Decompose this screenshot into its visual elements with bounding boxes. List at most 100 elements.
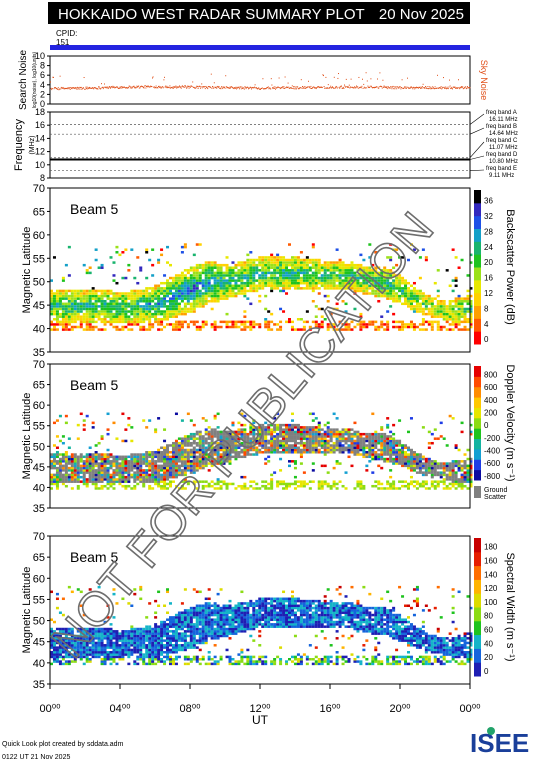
noise-point: [468, 87, 470, 89]
power-cell: [279, 274, 283, 277]
velocity-cell: [469, 469, 473, 472]
velocity-cell: [133, 471, 137, 474]
noise-point: [183, 86, 185, 88]
power-cell: [180, 292, 184, 295]
velocity-cell: [171, 453, 175, 456]
power-cell: [261, 279, 265, 282]
power-cell: [267, 261, 271, 264]
velocity-cell: [335, 441, 339, 445]
noise-point: [144, 85, 146, 87]
power-cell: [353, 276, 357, 280]
velocity-cell: [204, 457, 208, 461]
power-cell: [91, 325, 95, 329]
velocity-cell: [341, 439, 345, 443]
velocity-cell: [186, 460, 190, 463]
power-cell: [192, 294, 196, 298]
power-cell: [189, 320, 193, 324]
power-cell: [255, 258, 259, 262]
velocity-cell: [290, 435, 294, 438]
power-cell: [192, 289, 196, 293]
velocity-cell: [451, 473, 455, 477]
power-cell: [407, 299, 410, 303]
velocity-cell: [225, 446, 229, 449]
noise-point: [304, 86, 306, 88]
power-colorbar-tick: 0: [484, 335, 489, 344]
velocity-cell: [163, 439, 167, 443]
velocity-cell: [82, 471, 86, 474]
noise-point: [202, 85, 204, 87]
velocity-cell: [225, 432, 229, 436]
power-cell: [160, 312, 164, 316]
velocity-cell: [225, 437, 229, 440]
velocity-cell: [270, 482, 274, 486]
noise-point: [63, 88, 65, 90]
velocity-cell: [157, 451, 161, 454]
velocity-cell: [192, 453, 196, 456]
noise-point: [201, 87, 203, 89]
velocity-cell: [285, 446, 289, 449]
noise-point: [129, 85, 131, 87]
noise-point: [248, 88, 249, 90]
noise-point: [318, 86, 320, 88]
power-cell: [186, 307, 190, 311]
power-cell: [276, 269, 280, 272]
power-cell: [73, 297, 77, 300]
velocity-cell: [249, 446, 253, 449]
noise-point: [142, 86, 144, 88]
power-cell: [183, 297, 187, 300]
noise-point: [128, 85, 130, 87]
velocity-cell: [198, 480, 202, 483]
power-cell: [180, 299, 184, 303]
power-cell: [222, 289, 226, 293]
velocity-cell: [395, 455, 399, 459]
power-cell: [279, 271, 283, 275]
noise-point: [221, 86, 223, 88]
power-cell: [418, 305, 422, 308]
power-cell: [424, 294, 428, 298]
power-cell: [424, 328, 428, 331]
velocity-cell: [174, 464, 178, 468]
power-cell: [469, 305, 473, 308]
velocity-cell: [314, 448, 318, 452]
velocity-cell: [142, 462, 146, 465]
velocity-cell: [246, 451, 250, 454]
power-cell: [118, 253, 122, 257]
power-cell: [377, 266, 381, 269]
velocity-cell: [192, 460, 196, 463]
power-cell: [305, 258, 309, 262]
power-cell: [386, 274, 390, 277]
power-cell: [85, 305, 89, 308]
velocity-cell: [270, 480, 274, 483]
power-cell: [386, 292, 390, 295]
power-cell: [308, 281, 312, 285]
power-cell: [299, 318, 303, 321]
velocity-cell: [94, 457, 98, 461]
noise-point: [184, 85, 186, 87]
velocity-cell: [85, 471, 89, 474]
velocity-cell: [106, 487, 110, 490]
power-cell: [207, 266, 211, 269]
velocity-cell: [100, 437, 104, 440]
power-cell: [198, 281, 202, 285]
power-cell: [180, 281, 184, 285]
power-cell: [377, 281, 381, 285]
power-cell: [136, 312, 140, 316]
velocity-cell: [311, 469, 315, 472]
velocity-cell: [380, 457, 384, 461]
velocity-cell: [94, 462, 98, 465]
velocity-cell: [115, 466, 119, 470]
power-cell: [404, 289, 408, 293]
velocity-cell: [160, 460, 164, 463]
power-cell: [213, 266, 217, 269]
noise-point: [156, 87, 158, 89]
power-cell: [55, 292, 59, 295]
power-cell: [166, 307, 170, 311]
velocity-cell: [383, 444, 387, 447]
velocity-cell: [228, 451, 232, 454]
power-cell: [380, 281, 384, 285]
noise-point: [149, 86, 150, 88]
velocity-cell: [335, 444, 339, 447]
power-cell: [380, 325, 384, 329]
power-cell: [183, 243, 187, 246]
velocity-cell: [356, 432, 360, 436]
